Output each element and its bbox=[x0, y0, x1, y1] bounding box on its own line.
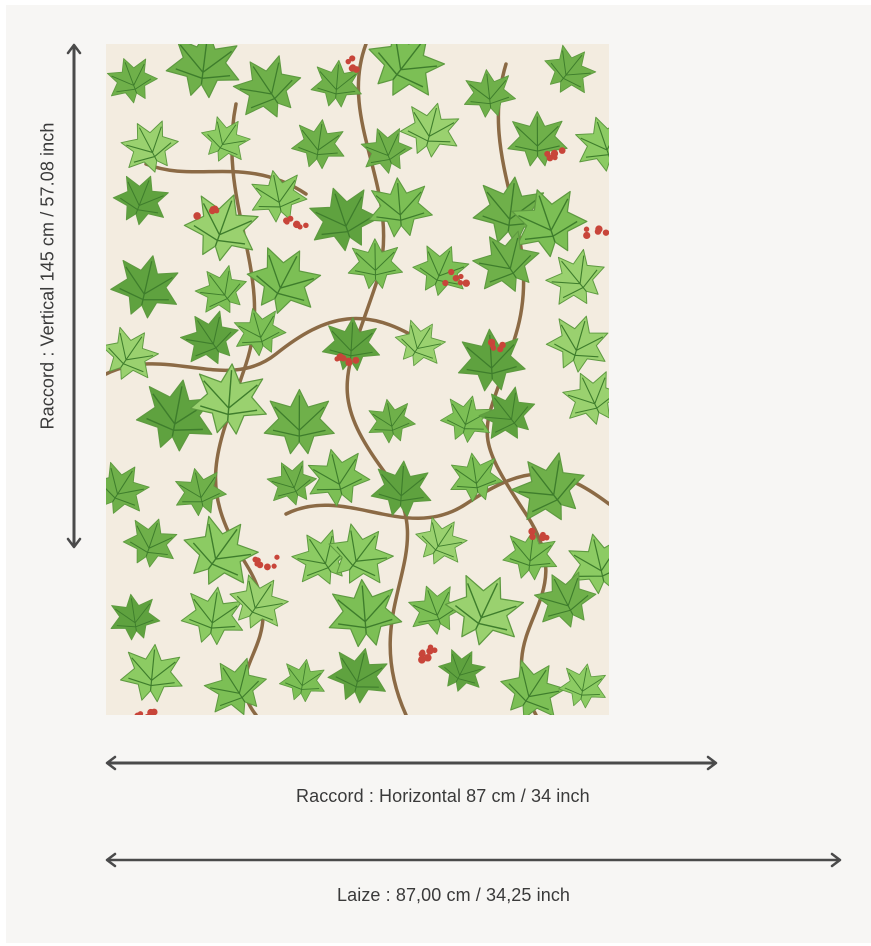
horizontal-repeat-label: Raccord : Horizontal 87 cm / 34 inch bbox=[296, 786, 590, 806]
pattern-swatch-image bbox=[106, 44, 609, 715]
horizontal-repeat-arrow bbox=[105, 755, 718, 771]
vertical-repeat-arrow bbox=[66, 43, 82, 549]
vertical-repeat-label: Raccord : Vertical 145 cm / 57.08 inch bbox=[37, 122, 58, 430]
width-label: Laize : 87,00 cm / 34,25 inch bbox=[337, 885, 571, 905]
width-arrow bbox=[105, 852, 842, 868]
